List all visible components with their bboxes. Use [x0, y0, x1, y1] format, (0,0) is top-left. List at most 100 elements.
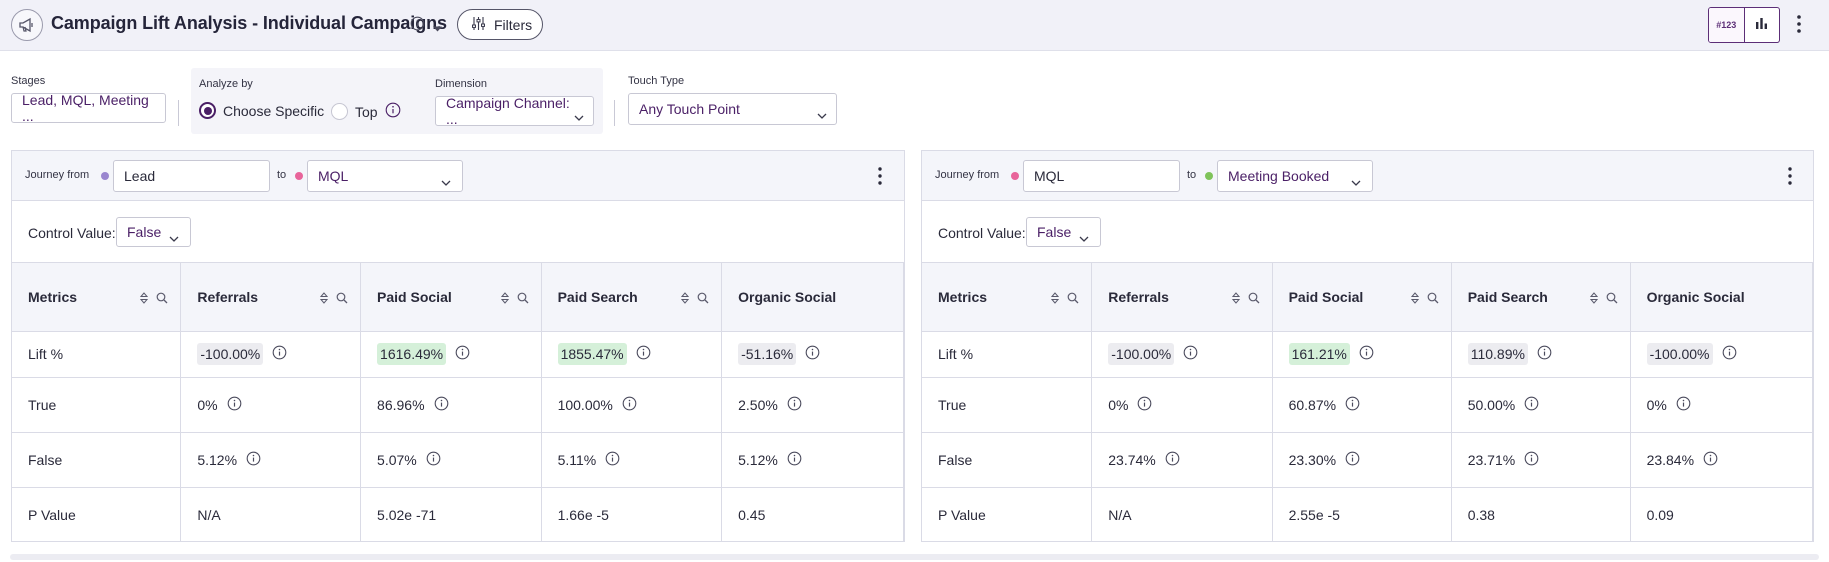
- info-icon[interactable]: [410, 16, 425, 34]
- journey-from-label: Journey from: [935, 169, 1000, 181]
- search-icon[interactable]: [1427, 291, 1439, 307]
- sort-icon[interactable]: [1231, 291, 1240, 307]
- info-icon[interactable]: [1183, 345, 1198, 363]
- chevron-down-icon: [1079, 229, 1089, 245]
- info-icon[interactable]: [1359, 345, 1374, 363]
- info-icon[interactable]: [1345, 396, 1360, 414]
- panel-more-options-icon[interactable]: [1787, 166, 1793, 189]
- stage-dot-icon: [1011, 172, 1019, 180]
- view-toggle: #123: [1708, 7, 1780, 43]
- info-icon[interactable]: [227, 396, 242, 414]
- metric-cell: 0%: [180, 377, 362, 433]
- search-icon[interactable]: [1067, 291, 1079, 307]
- search-icon[interactable]: [517, 291, 529, 307]
- sort-icon[interactable]: [1589, 291, 1598, 307]
- info-icon[interactable]: [246, 451, 261, 469]
- column-header[interactable]: Paid Social: [1272, 263, 1452, 332]
- search-icon[interactable]: [336, 291, 348, 307]
- dimension-select[interactable]: Campaign Channel: ...: [435, 95, 594, 127]
- column-header-label: Referrals: [197, 288, 259, 305]
- journey-to-select[interactable]: MQL: [307, 160, 463, 192]
- search-icon[interactable]: [697, 291, 709, 307]
- lift-value-chip: 1616.49%: [377, 343, 447, 365]
- column-header[interactable]: Paid Search: [541, 263, 723, 332]
- journey-from-input[interactable]: Lead: [113, 160, 270, 192]
- metric-value: 23.30%: [1288, 451, 1337, 468]
- info-icon[interactable]: [1524, 451, 1539, 469]
- metric-cell: 23.30%: [1272, 432, 1452, 488]
- page-header: Campaign Lift Analysis - Individual Camp…: [0, 0, 1829, 51]
- radio-unselected-icon: [331, 103, 348, 120]
- more-options-icon[interactable]: [1796, 13, 1802, 38]
- info-icon[interactable]: [787, 396, 802, 414]
- sort-icon[interactable]: [1410, 291, 1419, 307]
- horizontal-scrollbar[interactable]: [10, 554, 1819, 560]
- search-icon[interactable]: [156, 291, 168, 307]
- metric-cell: 5.12%: [721, 432, 904, 488]
- sort-icon[interactable]: [500, 291, 509, 307]
- touch-type-select[interactable]: Any Touch Point: [628, 93, 837, 125]
- table-row: Lift % -100.00% 161.21% 110.89% -100.00%: [922, 331, 1813, 378]
- info-icon[interactable]: [1345, 451, 1360, 469]
- info-icon[interactable]: [787, 451, 802, 469]
- column-header[interactable]: Metrics: [922, 263, 1093, 332]
- metrics-table: Metrics Referrals Paid Social Paid Search Or…: [12, 263, 904, 541]
- table-row: True 0% 86.96% 100.00% 2.50%: [12, 377, 904, 433]
- radio-choose-specific[interactable]: Choose Specific: [199, 102, 324, 119]
- sort-icon[interactable]: [140, 291, 149, 307]
- search-icon[interactable]: [1248, 291, 1260, 307]
- info-icon[interactable]: [1137, 396, 1152, 414]
- panel-more-options-icon[interactable]: [877, 166, 883, 189]
- info-icon[interactable]: [1676, 396, 1691, 414]
- journey-to-value: Meeting Booked: [1228, 168, 1330, 184]
- stage-dot-icon: [1205, 172, 1213, 180]
- stages-select[interactable]: Lead, MQL, Meeting ...: [11, 92, 166, 124]
- column-header[interactable]: Paid Social: [360, 263, 542, 332]
- column-header[interactable]: Referrals: [1091, 263, 1273, 332]
- caret-down-icon[interactable]: [432, 20, 443, 36]
- info-icon[interactable]: [605, 451, 620, 469]
- column-header[interactable]: Referrals: [180, 263, 362, 332]
- info-icon[interactable]: [426, 451, 441, 469]
- sort-icon[interactable]: [681, 291, 690, 307]
- sort-icon[interactable]: [319, 291, 329, 307]
- info-icon[interactable]: [636, 345, 651, 363]
- info-icon[interactable]: [385, 102, 401, 121]
- filters-button[interactable]: Filters: [457, 9, 543, 40]
- info-icon[interactable]: [1722, 345, 1737, 363]
- journey-to-select[interactable]: Meeting Booked: [1217, 160, 1373, 192]
- divider: [178, 100, 179, 126]
- metric-value: 0.09: [1646, 507, 1674, 524]
- touch-type-value: Any Touch Point: [639, 101, 740, 117]
- number-view-button[interactable]: #123: [1709, 8, 1745, 42]
- radio-top[interactable]: Top: [331, 102, 401, 121]
- sort-icon[interactable]: [1051, 291, 1060, 307]
- column-header[interactable]: Organic Social: [721, 263, 904, 332]
- metric-value: 5.12%: [738, 451, 778, 468]
- info-icon[interactable]: [1524, 396, 1539, 414]
- search-icon[interactable]: [1606, 291, 1618, 307]
- control-value-select[interactable]: False: [1026, 217, 1101, 247]
- chevron-down-icon: [817, 106, 827, 122]
- info-icon[interactable]: [1703, 451, 1718, 469]
- info-icon[interactable]: [434, 396, 449, 414]
- info-icon[interactable]: [1537, 345, 1552, 363]
- metric-cell: 161.21%: [1272, 331, 1452, 378]
- column-header[interactable]: Organic Social: [1630, 263, 1813, 332]
- lift-value-chip: -100.00%: [1646, 343, 1713, 365]
- journey-from-input[interactable]: MQL: [1023, 160, 1180, 192]
- info-icon[interactable]: [622, 396, 637, 414]
- column-header[interactable]: Paid Search: [1451, 263, 1631, 332]
- control-value-select[interactable]: False: [116, 217, 191, 247]
- control-value-row: Control Value: False: [922, 201, 1813, 263]
- info-icon[interactable]: [1165, 451, 1180, 469]
- info-icon[interactable]: [455, 345, 470, 363]
- column-header-label: Organic Social: [1646, 288, 1745, 305]
- info-icon[interactable]: [272, 345, 287, 363]
- column-header-label: Paid Search: [557, 288, 638, 305]
- column-header[interactable]: Metrics: [12, 263, 182, 332]
- lift-value-chip: -51.16%: [738, 343, 797, 365]
- chart-view-button[interactable]: [1745, 8, 1780, 42]
- metric-value: 0%: [1108, 396, 1129, 413]
- info-icon[interactable]: [805, 345, 820, 363]
